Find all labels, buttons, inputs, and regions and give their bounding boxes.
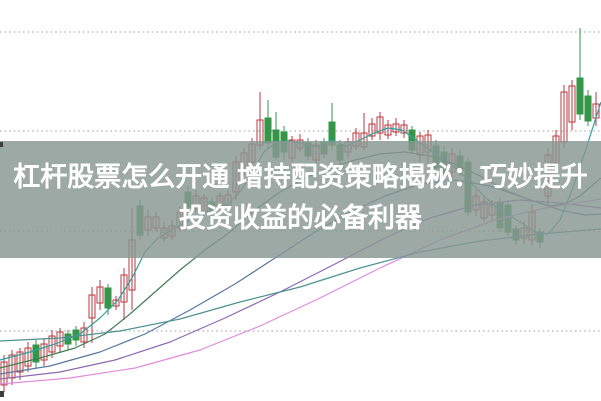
bottom-left-label-fragment <box>0 391 4 397</box>
headline-banner: 杠杆股票怎么开通 增持配资策略揭秘：巧妙提升 投资收益的必备利器 <box>0 141 601 258</box>
headline-line-2: 投资收益的必备利器 <box>179 203 422 233</box>
headline-line-1: 杠杆股票怎么开通 增持配资策略揭秘：巧妙提升 <box>13 162 588 192</box>
left-edge-tick-mark <box>0 142 3 147</box>
